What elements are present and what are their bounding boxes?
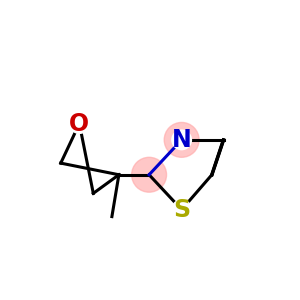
Circle shape — [70, 114, 89, 134]
Circle shape — [172, 200, 191, 219]
Text: O: O — [69, 112, 89, 136]
Text: N: N — [172, 128, 191, 152]
Text: S: S — [173, 198, 190, 222]
Circle shape — [164, 122, 199, 157]
Circle shape — [132, 157, 166, 192]
Circle shape — [172, 130, 191, 150]
